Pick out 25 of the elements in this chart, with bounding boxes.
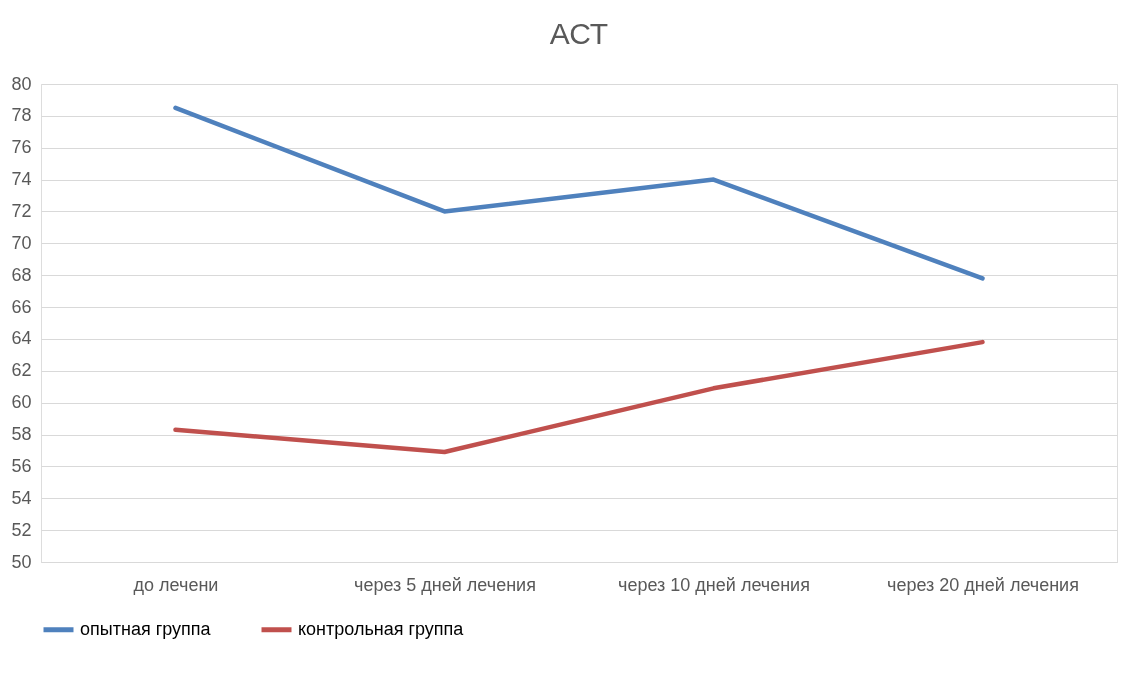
x-tick-label: через 5 дней лечения [354,574,536,595]
legend-label: опытная группа [80,618,212,639]
chart-title: АСТ [549,17,609,50]
x-tick-label: через 20 дней лечения [887,574,1079,595]
y-tick-label: 78 [11,105,32,126]
legend-label: контрольная группа [298,618,465,639]
y-tick-label: 76 [11,137,32,158]
y-tick-label: 56 [11,455,32,476]
y-tick-label: 64 [11,328,32,349]
line-series [173,105,985,281]
x-tick-label: через 10 дней лечения [618,574,810,595]
y-tick-label: 50 [11,551,32,572]
y-tick-label: 72 [11,200,32,221]
x-tick-label: до лечени [133,574,219,595]
y-tick-label: 68 [11,264,32,285]
y-tick-label: 80 [11,73,32,94]
y-tick-label: 70 [11,232,32,253]
y-tick-label: 66 [11,296,32,317]
y-tick-label: 54 [11,487,32,508]
y-tick-label: 62 [11,360,32,381]
y-tick-label: 52 [11,519,32,540]
y-tick-label: 58 [11,424,32,445]
y-tick-label: 74 [11,169,32,190]
y-tick-label: 60 [11,392,32,413]
line-series [173,339,985,455]
